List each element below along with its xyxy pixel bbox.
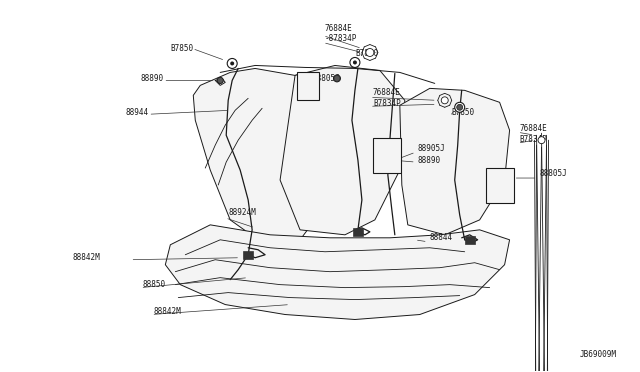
- Bar: [353, 228, 363, 236]
- Circle shape: [333, 75, 340, 82]
- Text: 88844: 88844: [430, 233, 453, 242]
- Circle shape: [538, 137, 545, 144]
- Polygon shape: [280, 65, 405, 235]
- Text: 88842M: 88842M: [154, 307, 181, 316]
- Circle shape: [388, 154, 396, 162]
- Text: 88944: 88944: [125, 108, 148, 117]
- Circle shape: [230, 61, 234, 65]
- Bar: [243, 251, 253, 259]
- Polygon shape: [400, 89, 509, 235]
- Circle shape: [457, 104, 463, 110]
- Circle shape: [350, 58, 360, 67]
- Circle shape: [227, 58, 237, 68]
- Text: 88842M: 88842M: [72, 253, 100, 262]
- Text: B7834P: B7834P: [520, 135, 547, 144]
- Text: 88890: 88890: [418, 155, 441, 164]
- Text: 88805J: 88805J: [540, 169, 567, 177]
- Circle shape: [353, 61, 357, 64]
- Bar: [373, 138, 401, 173]
- Circle shape: [334, 76, 340, 81]
- Text: B7834P: B7834P: [373, 99, 401, 108]
- Text: 88890: 88890: [140, 74, 163, 83]
- Circle shape: [441, 97, 448, 104]
- Text: 88805J: 88805J: [312, 74, 340, 83]
- Polygon shape: [193, 68, 340, 245]
- Circle shape: [458, 105, 461, 109]
- Circle shape: [217, 77, 223, 83]
- Bar: [486, 168, 513, 203]
- Text: 76884E: 76884E: [373, 88, 401, 97]
- Circle shape: [454, 102, 465, 112]
- Text: 76884E: 76884E: [325, 24, 353, 33]
- Text: 76884E: 76884E: [520, 124, 547, 133]
- Polygon shape: [165, 225, 509, 320]
- Text: B7850: B7850: [170, 44, 193, 53]
- Text: -87834P: -87834P: [325, 34, 357, 43]
- Text: 88905J: 88905J: [418, 144, 445, 153]
- Text: B7850: B7850: [355, 49, 378, 58]
- Text: 88924M: 88924M: [228, 208, 256, 217]
- Circle shape: [217, 77, 223, 83]
- Text: 88850: 88850: [142, 280, 166, 289]
- Circle shape: [366, 48, 374, 57]
- Bar: [465, 236, 475, 244]
- Bar: [297, 73, 319, 100]
- Text: JB69009M: JB69009M: [579, 350, 616, 359]
- Text: B7850: B7850: [452, 108, 475, 117]
